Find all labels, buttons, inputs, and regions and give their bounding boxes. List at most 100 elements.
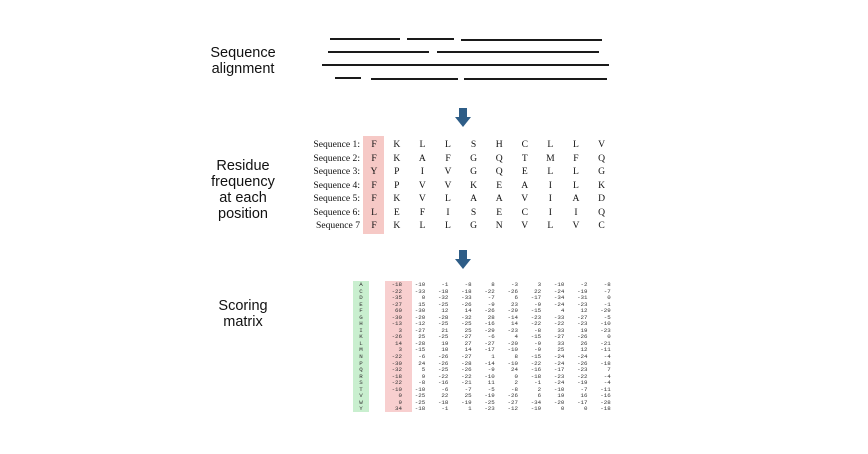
matrix-cell: 3 [537, 281, 542, 288]
matrix-cell: 24 [418, 359, 426, 367]
label-line: Residue [216, 158, 270, 174]
matrix-cell: 6 [537, 392, 542, 400]
matrix-row: 3 -27 21 25 -29 -23 -8 33 19 -23 [386, 326, 611, 335]
matrix-cell: -19 [577, 379, 588, 387]
matrix-cell: -21 [461, 379, 472, 387]
amino-acid-label: V [359, 392, 363, 400]
residue-cell: V [572, 220, 580, 231]
matrix-cell: 23 [510, 300, 518, 308]
amino-acid-label: G [359, 313, 363, 321]
label-line: Sequence [210, 45, 276, 61]
matrix-cell: -29 [507, 307, 518, 315]
matrix-cell: 14 [395, 339, 402, 347]
matrix-cell: -30 [391, 313, 402, 321]
alignment-segment [407, 38, 454, 40]
matrix-cell: 21 [441, 326, 449, 334]
matrix-cell: -25 [437, 320, 449, 328]
matrix-cell: 0 [421, 294, 426, 302]
down-arrow-icon [455, 250, 471, 269]
matrix-cell: -13 [391, 320, 402, 328]
matrix-cell: -22 [391, 379, 402, 387]
matrix-cell: -32 [461, 313, 472, 321]
amino-acid-label: S [359, 379, 363, 387]
matrix-cell: -22 [461, 372, 472, 380]
matrix-cell: -8 [464, 281, 472, 288]
matrix-cell: -23 [577, 366, 588, 374]
residue-cell: E [496, 206, 503, 218]
residue-cell: F [419, 206, 426, 218]
matrix-cell: -9 [534, 300, 542, 308]
matrix-row: -18 -10 -1 -8 8 -3 3 -10 -2 -8 [386, 281, 611, 289]
matrix-cell: -8 [534, 326, 542, 334]
matrix-cell: -26 [484, 307, 495, 315]
matrix-cell: 10 [441, 346, 449, 354]
residue-cell: S [470, 139, 477, 150]
matrix-cell: -6 [418, 353, 426, 361]
residue-cell: L [547, 166, 554, 177]
alignment-segment [371, 78, 458, 80]
matrix-cell: -34 [530, 398, 542, 406]
matrix-cell: 28 [487, 313, 495, 321]
matrix-cell: -27 [461, 333, 472, 341]
amino-acid-label: E [359, 300, 363, 308]
matrix-cell: -10 [600, 320, 611, 328]
amino-acid-label: K [359, 333, 363, 341]
matrix-row: 0 -25 22 25 -19 -26 6 19 16 -16 [386, 393, 611, 400]
matrix-cell: -2 [580, 281, 588, 288]
matrix-cell: 33 [557, 339, 565, 347]
residue-cell: I [548, 193, 552, 204]
matrix-cell: -18 [461, 287, 472, 295]
matrix-cell: -24 [553, 353, 565, 361]
matrix-cell: 19 [580, 326, 588, 334]
matrix-cell: -4 [603, 353, 611, 361]
residue-cell: L [547, 139, 554, 150]
matrix-cell: -15 [530, 333, 542, 341]
residue-cell: V [444, 179, 452, 191]
label-scoring-matrix: Scoring matrix [203, 298, 283, 330]
matrix-cell: 12 [580, 346, 588, 354]
matrix-cell: -31 [577, 294, 588, 302]
residue-cell: F [371, 193, 377, 204]
residue-cell: L [573, 139, 579, 150]
matrix-cell: 0 [584, 405, 588, 413]
matrix-cell: 25 [418, 333, 426, 341]
matrix-cell: -27 [553, 333, 565, 341]
matrix-cell: -27 [507, 398, 518, 406]
residue-cell: Q [495, 152, 503, 164]
matrix-row: -10 -10 -6 -7 -5 -8 2 -10 -7 -11 [386, 385, 611, 394]
residue-cell: V [598, 139, 606, 150]
matrix-cell: -1 [534, 379, 542, 387]
matrix-cell: 0 [398, 392, 402, 400]
matrix-cell: -6 [487, 333, 495, 341]
matrix-cell: -15 [530, 353, 542, 361]
matrix-cell: -25 [437, 333, 449, 341]
matrix-cell: -8 [510, 385, 518, 393]
amino-acid-label: A [359, 281, 363, 288]
matrix-cell: -26 [391, 333, 402, 341]
residue-cell: V [418, 193, 426, 204]
amino-acid-label: L [359, 339, 363, 347]
residue-cell: F [573, 152, 579, 164]
matrix-cell: 5 [421, 366, 426, 374]
amino-acid-label: R [359, 372, 363, 380]
first-position-highlight [363, 136, 384, 234]
matrix-cell: 22 [441, 392, 449, 400]
matrix-cell: -28 [437, 313, 449, 321]
matrix-cell: -17 [577, 398, 588, 406]
matrix-cell: -34 [553, 294, 565, 302]
matrix-cell: -27 [391, 300, 402, 308]
matrix-row: -18 9 -22 -22 -10 0 -18 -23 -22 -4 [386, 372, 611, 381]
matrix-cell: -7 [464, 385, 472, 393]
matrix-row: -13 -12 -25 -25 -16 14 -22 -22 -23 -10 [386, 321, 611, 328]
matrix-cell: -22 [391, 287, 402, 295]
label-residue-frequency: Residue frequency at each position [203, 158, 283, 222]
matrix-cell: -10 [391, 385, 402, 393]
residue-cell: I [548, 206, 552, 218]
amino-acid-column-highlight [353, 281, 369, 412]
residue-cell: Q [598, 206, 606, 218]
matrix-cell: -26 [437, 353, 449, 361]
matrix-cell: 19 [441, 339, 449, 347]
matrix-cell: -26 [437, 359, 449, 367]
matrix-cell: -22 [577, 372, 588, 380]
matrix-cell: 33 [557, 326, 565, 334]
